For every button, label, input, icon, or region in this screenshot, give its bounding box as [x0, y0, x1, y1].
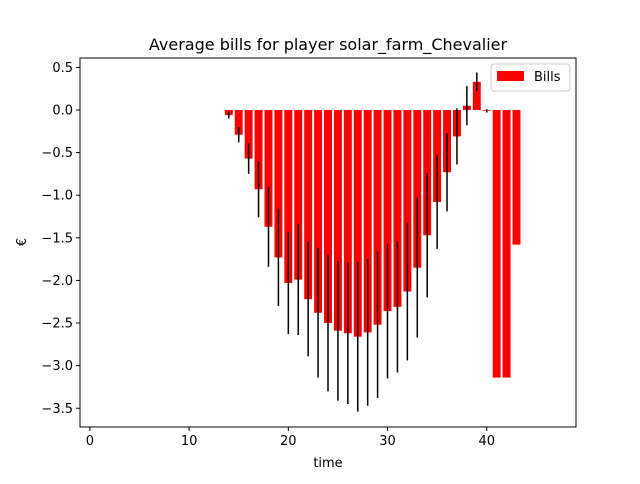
bar [234, 109, 243, 135]
x-tick-label: 10 [181, 434, 198, 449]
y-tick-label: −0.5 [41, 146, 73, 161]
bar [512, 109, 521, 245]
x-tick-label: 40 [478, 434, 495, 449]
bar [413, 109, 422, 268]
y-tick-label: −1.5 [41, 231, 73, 246]
bar [383, 109, 392, 312]
bar [333, 109, 342, 331]
x-tick-label: 20 [280, 434, 297, 449]
y-tick-label: −3.5 [41, 402, 73, 417]
bar [343, 109, 352, 334]
legend-box [490, 63, 571, 92]
y-tick-label: −2.5 [41, 317, 73, 332]
error-bars-layer [228, 72, 488, 412]
legend: Bills [490, 63, 571, 92]
bar [294, 109, 303, 280]
bar [244, 109, 253, 159]
x-tick-label: 30 [379, 434, 396, 449]
bar [264, 109, 273, 227]
plot-frame [79, 57, 577, 428]
y-tick-label: −2.0 [41, 274, 73, 289]
y-tick-label: 0.0 [52, 103, 73, 118]
legend-swatch [497, 71, 524, 81]
bar [353, 109, 362, 337]
y-tick-label: −1.0 [41, 189, 73, 204]
bar [324, 109, 332, 324]
bar [502, 109, 511, 378]
x-tick-label: 0 [86, 434, 94, 449]
y-tick-label: −3.0 [41, 359, 73, 374]
bar [304, 109, 313, 300]
bar [363, 109, 372, 333]
bar [423, 109, 432, 236]
x-axis-label: time [313, 456, 342, 471]
y-tick-label: 0.5 [52, 61, 73, 76]
bar [492, 109, 501, 378]
y-axis-ticks: 0.5 0.0 −0.5 −1.0 −1.5 −2.0 −2.5 −3.0 −3.5 [41, 61, 80, 417]
legend-label-bills: Bills [534, 70, 561, 85]
bar [254, 109, 263, 190]
y-axis-label: € [15, 238, 30, 246]
bar [373, 109, 382, 325]
x-axis-ticks: 0 10 20 30 40 [86, 427, 495, 449]
bar [314, 109, 323, 313]
bar [284, 109, 293, 283]
chart-title: Average bills for player solar_farm_Chev… [149, 35, 508, 55]
bar [472, 81, 481, 110]
bar [403, 109, 412, 292]
bar [274, 109, 283, 258]
bar [393, 109, 402, 307]
